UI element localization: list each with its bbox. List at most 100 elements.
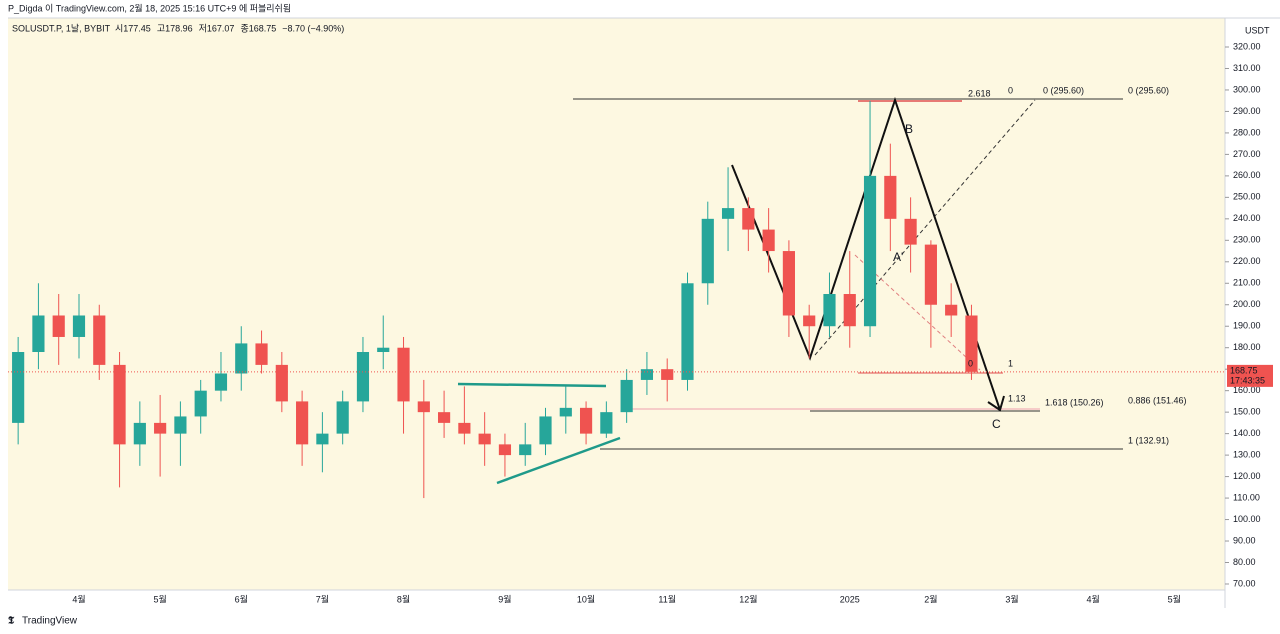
y-tick-label: 100.00 [1233, 514, 1261, 524]
last-price: 168.75 [1230, 365, 1258, 375]
brand-logo: 𝕿 [8, 616, 15, 627]
annotation: 0 (295.60) [1043, 85, 1084, 95]
x-tick-label: 3월 [1005, 593, 1018, 604]
y-tick-label: 280.00 [1233, 127, 1261, 137]
candle-body [133, 422, 146, 445]
candle-body [498, 444, 512, 456]
annotation: A' [893, 250, 903, 264]
y-tick-label: 320.00 [1233, 41, 1261, 51]
y-tick-label: 70.00 [1233, 578, 1256, 588]
y-tick-label: 220.00 [1233, 256, 1261, 266]
annotation: 0 (295.60) [1128, 85, 1169, 95]
plot-area [8, 18, 1225, 590]
x-tick-label: 7월 [316, 593, 329, 604]
candle-body [904, 218, 917, 245]
trend-line [496, 436, 621, 485]
y-tick-label: 130.00 [1233, 449, 1261, 459]
candle-body [397, 347, 410, 402]
candle-body [296, 401, 309, 445]
y-tick-label: 260.00 [1233, 170, 1261, 180]
countdown: 17:43:35 [1230, 375, 1265, 385]
annotation: 1 [1008, 358, 1013, 368]
x-tick-label: 4월 [1087, 593, 1100, 604]
ohlc-value: 시177.45 [115, 23, 151, 33]
candle-body [681, 283, 694, 380]
y-tick-label: 240.00 [1233, 213, 1261, 223]
candle-body [113, 364, 126, 445]
zigzag [731, 96, 1001, 411]
y-tick-label: 180.00 [1233, 342, 1261, 352]
x-tick-label: 5월 [153, 593, 166, 604]
annotation: 1.618 (150.26) [1045, 397, 1104, 407]
x-tick-label: 2025 [840, 594, 860, 604]
candle-body [539, 416, 552, 445]
candle-body [377, 347, 390, 353]
candle-body [154, 422, 167, 434]
candle-body [782, 251, 795, 316]
annotation: 0 [1008, 85, 1013, 95]
candle-body [214, 373, 228, 391]
candle-body [438, 412, 451, 423]
annotation: 0.886 (151.46) [1128, 395, 1187, 405]
annotation: C [992, 417, 1001, 431]
y-tick-label: 200.00 [1233, 299, 1261, 309]
symbol: SOLUSDT.P, 1날, BYBIT [12, 23, 111, 33]
candle-body [742, 208, 755, 230]
candle-body [803, 315, 816, 327]
candle-body [965, 315, 978, 372]
candle-body [924, 244, 937, 305]
candle-body [640, 369, 654, 380]
x-tick-label: 4월 [72, 593, 85, 604]
candle-body [255, 343, 268, 365]
candle-body [884, 175, 897, 219]
candle-body [478, 433, 491, 445]
y-tick-label: 290.00 [1233, 106, 1261, 116]
annotation: 1.13 [1008, 393, 1026, 403]
candle-body [661, 369, 674, 380]
annotation: B [905, 122, 913, 136]
svg-text:𝕿: 𝕿 [8, 616, 15, 627]
y-tick-label: 140.00 [1233, 428, 1261, 438]
x-tick-label: 8월 [397, 593, 410, 604]
y-tick-label: 120.00 [1233, 471, 1261, 481]
candle-body [174, 416, 187, 434]
y-tick-label: 90.00 [1233, 535, 1256, 545]
annotation: 2.618 [968, 88, 991, 98]
candle-body [275, 364, 288, 402]
y-tick-label: 190.00 [1233, 321, 1261, 331]
candle-body [701, 218, 714, 284]
candle-body [93, 315, 106, 365]
candle-body [316, 433, 329, 445]
y-tick-label: 160.00 [1233, 385, 1261, 395]
x-tick-label: 2월 [924, 593, 937, 604]
candle-body [519, 444, 532, 456]
trend-line [457, 382, 607, 388]
candle-body [863, 175, 877, 327]
candle-body [600, 412, 613, 434]
candle-body [721, 208, 735, 219]
x-tick-label: 12월 [739, 593, 757, 604]
candle-body [620, 379, 633, 413]
y-tick-label: 230.00 [1233, 235, 1261, 245]
candle-body [843, 294, 856, 327]
publisher: P_Digda 이 TradingView.com, 2월 18, 2025 1… [8, 2, 291, 13]
candle-body [579, 407, 593, 434]
x-tick-label: 10월 [577, 593, 595, 604]
candle-body [945, 304, 958, 316]
ohlc-value: 저167.07 [199, 23, 235, 33]
y-tick-label: 250.00 [1233, 192, 1261, 202]
candle-body [235, 343, 248, 374]
candle-body [559, 407, 572, 417]
candle-body [823, 294, 836, 327]
y-tick-label: 210.00 [1233, 278, 1261, 288]
candle-body [52, 315, 65, 337]
ohlc-value: −8.70 (−4.90%) [282, 23, 344, 33]
y-tick-label: 110.00 [1233, 492, 1260, 502]
price-unit: USDT [1245, 25, 1270, 35]
y-tick-label: 80.00 [1233, 557, 1256, 567]
x-tick-label: 6월 [235, 593, 248, 604]
candle-body [12, 352, 25, 423]
x-tick-label: 9월 [498, 593, 511, 604]
annotation: 1 (132.91) [1128, 435, 1169, 445]
